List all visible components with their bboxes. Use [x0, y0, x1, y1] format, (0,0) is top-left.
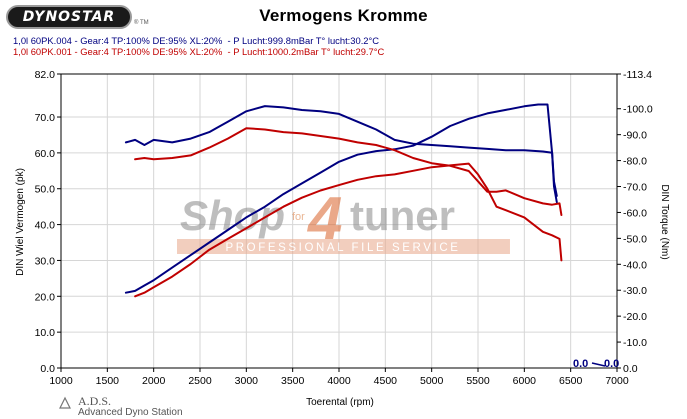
ads-logo-text: A.D.S. [78, 394, 112, 408]
y-left-tick-label: 0.0 [40, 363, 55, 375]
y-right-tick-label: -30.0 [623, 285, 647, 297]
y-axis-label-right: DIN Torque (Nm) [659, 184, 670, 259]
ads-subtitle: Advanced Dyno Station [78, 407, 183, 418]
y-right-tick-label: -40.0 [623, 259, 647, 271]
readout-marker [591, 362, 606, 367]
grid [60, 73, 618, 369]
y-right-tick-label: -10.0 [623, 337, 647, 349]
y-right-tick-label: -90.0 [623, 130, 647, 142]
run-2-label: 1,0l 60PK.001 - Gear:4 TP:100% DE:95% XL… [13, 46, 223, 57]
series-line-3 [134, 162, 563, 298]
chart-title: Vermogens Kromme [259, 6, 428, 25]
watermark-band [177, 239, 510, 254]
y-axis-label-left: DIN Wiel Vermogen (pk) [15, 168, 26, 276]
x-tick-label: 3000 [235, 375, 259, 387]
x-tick-label: 4000 [327, 375, 351, 387]
dynostar-logo: DYNOSTAR [6, 5, 132, 29]
y-left-tick-label: 30.0 [35, 255, 56, 267]
x-tick-label: 6000 [513, 375, 537, 387]
series [124, 103, 563, 298]
x-tick-label: 5500 [466, 375, 490, 387]
watermark-tagline: PROFESSIONAL FILE SERVICE [226, 242, 461, 254]
series-line-2 [124, 105, 558, 204]
cursor-readout: 0.0 0.0 [573, 358, 619, 370]
y-right-tick-label: -70.0 [623, 182, 647, 194]
y-left-tick-label: 40.0 [35, 220, 56, 232]
run-2-conditions: - P Lucht:1000.2mBar T° lucht:29.7°C [222, 46, 385, 57]
axes [57, 73, 621, 372]
ads-logo-mark [59, 396, 71, 409]
y-left-tick-label: 50.0 [35, 184, 56, 196]
x-tick-label: 4500 [374, 375, 398, 387]
plot-frame [60, 73, 618, 369]
y-right-tick-label: -113.4 [623, 69, 652, 81]
run-1-conditions: - P Lucht:999.8mBar T° lucht:30.2°C [222, 35, 380, 46]
x-tick-label: 6500 [559, 375, 583, 387]
readout-right-value: 0.0 [604, 358, 619, 370]
x-tick-label: 3500 [281, 375, 305, 387]
readout-left-value: 0.0 [573, 358, 588, 370]
run-legend-2: 1,0l 60PK.001 - Gear:4 TP:100% DE:95% XL… [13, 46, 384, 57]
y-left-tick-label: 10.0 [35, 327, 56, 339]
x-tick-label: 1500 [96, 375, 120, 387]
watermark: Shop for 4 tuner PROFESSIONAL FILE SERVI… [177, 185, 510, 254]
x-tick-label: 5000 [420, 375, 444, 387]
series-line-1 [124, 103, 558, 294]
y-right-tick-label: -50.0 [623, 233, 647, 245]
x-tick-label: 2500 [188, 375, 212, 387]
logo-text: DYNOSTAR [22, 9, 116, 25]
watermark-brand-right: tuner [350, 192, 455, 239]
tick-labels: 1000 1500 2000 2500 3000 3500 4000 4500 5000 5500… [35, 69, 653, 387]
run-legend-1: 1,0l 60PK.004 - Gear:4 TP:100% DE:95% XL… [13, 35, 379, 46]
y-left-tick-label: 20.0 [35, 291, 56, 303]
x-tick-label: 2000 [142, 375, 166, 387]
y-left-tick-label: 60.0 [35, 148, 56, 160]
x-axis-label: Toerental (rpm) [306, 397, 374, 408]
logo-trademark: ® TM [134, 20, 149, 26]
x-tick-label: 7000 [605, 375, 629, 387]
watermark-brand-for: for [292, 211, 305, 223]
series-line-4 [134, 127, 563, 216]
y-right-tick-label: -80.0 [623, 156, 647, 168]
x-tick-label: 1000 [49, 375, 73, 387]
run-1-label: 1,0l 60PK.004 - Gear:4 TP:100% DE:95% XL… [13, 35, 223, 46]
y-right-tick-label: 0.0 [623, 363, 638, 375]
y-right-tick-label: -20.0 [623, 311, 647, 323]
y-right-tick-label: -100.0 [623, 104, 653, 116]
y-right-tick-label: -60.0 [623, 207, 647, 219]
y-left-tick-label: 82.0 [35, 69, 56, 81]
y-left-tick-label: 70.0 [35, 112, 56, 124]
